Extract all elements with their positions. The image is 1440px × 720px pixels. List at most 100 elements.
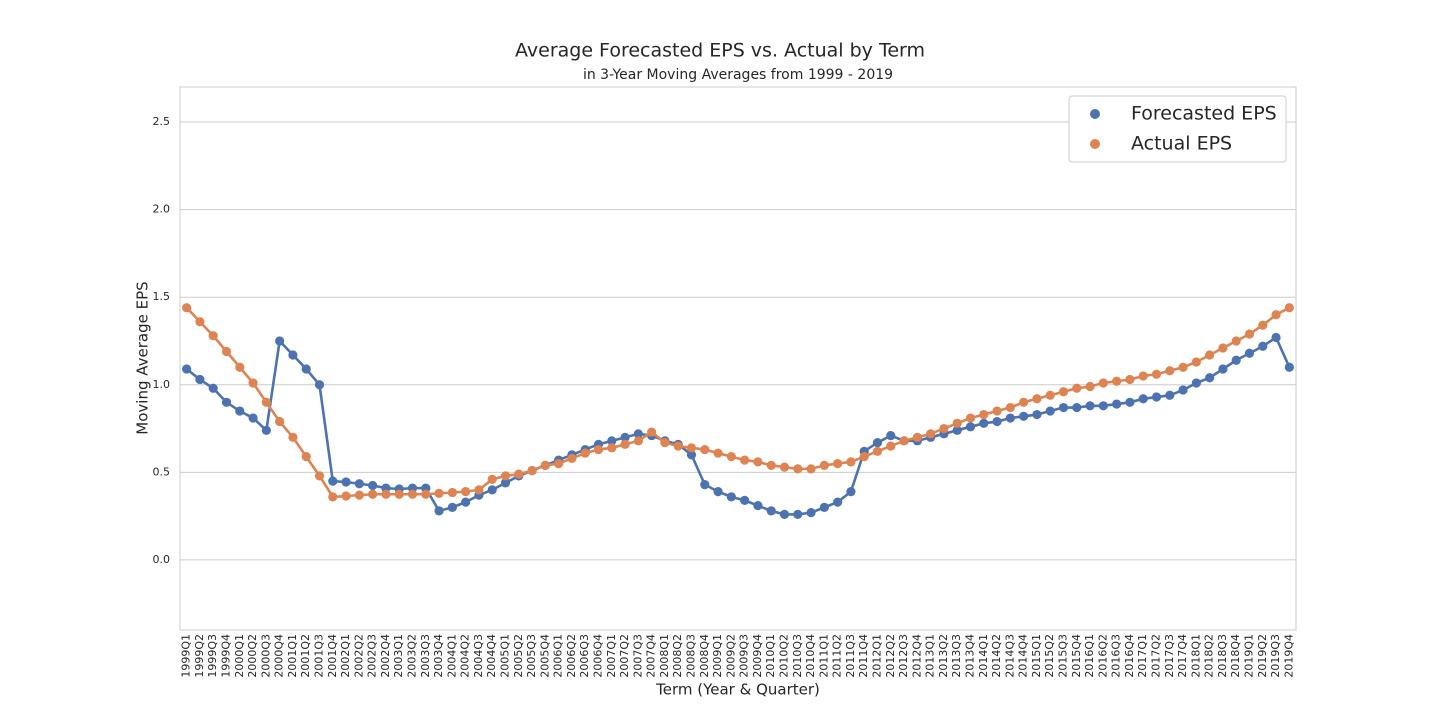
x-tick-label: 2001Q4 — [326, 634, 339, 678]
data-point — [686, 443, 697, 453]
legend: Forecasted EPS Actual EPS — [1068, 95, 1287, 163]
data-point — [261, 425, 271, 435]
x-axis-label: Term (Year & Quarter) — [655, 681, 820, 699]
x-tick-label: 2004Q2 — [459, 634, 472, 678]
data-point — [819, 502, 829, 512]
data-point — [407, 489, 418, 499]
data-point — [1019, 411, 1029, 421]
data-point — [1058, 402, 1069, 413]
data-point — [1032, 394, 1042, 404]
x-tick-label: 2008Q3 — [685, 634, 698, 678]
plot-frame — [179, 86, 1297, 631]
data-point — [607, 443, 617, 453]
data-point — [221, 346, 232, 357]
x-tick-label: 2002Q4 — [379, 634, 392, 678]
data-point — [1231, 355, 1241, 365]
x-tick-label: 2008Q1 — [658, 634, 671, 678]
x-tick-label: 2004Q3 — [472, 634, 485, 678]
data-point — [1151, 369, 1162, 379]
data-point — [261, 397, 271, 407]
x-tick-label: 2011Q3 — [844, 634, 857, 678]
data-point — [647, 427, 657, 437]
x-tick-label: 2005Q2 — [512, 634, 525, 678]
data-point — [235, 362, 245, 372]
chart-subtitle: in 3-Year Moving Averages from 1999 - 20… — [583, 67, 893, 83]
legend-marker — [1090, 139, 1100, 149]
data-point — [195, 374, 205, 385]
data-point — [221, 397, 232, 407]
x-tick-label: 2019Q4 — [1282, 634, 1295, 678]
x-tick-label: 2010Q3 — [791, 634, 804, 678]
data-point — [660, 437, 670, 448]
grid: 0.0 0.5 1.0 1.5 2.0 2.5 1999Q1 1999Q2 1999Q3 1999… — [153, 115, 1296, 678]
x-tick-label: 2011Q4 — [857, 634, 870, 678]
data-point — [1244, 329, 1255, 339]
y-tick-label: 2.0 — [153, 203, 171, 216]
data-point — [182, 303, 192, 313]
data-point — [301, 451, 311, 462]
x-tick-label: 2014Q4 — [1017, 634, 1030, 678]
x-tick-label: 2017Q4 — [1176, 634, 1189, 678]
data-point — [248, 378, 258, 388]
x-tick-label: 2000Q4 — [273, 634, 286, 678]
data-point — [1284, 303, 1294, 313]
data-point — [554, 458, 564, 469]
data-point — [275, 336, 285, 346]
data-point — [354, 490, 364, 500]
data-point — [1005, 402, 1015, 413]
data-point — [859, 451, 869, 462]
x-tick-label: 1999Q3 — [206, 634, 219, 678]
x-tick-label: 2013Q1 — [924, 634, 937, 678]
x-tick-label: 2013Q4 — [964, 634, 977, 678]
data-point — [992, 416, 1002, 427]
data-point — [447, 502, 457, 512]
data-point — [779, 462, 790, 472]
x-tick-label: 2016Q4 — [1123, 634, 1136, 678]
data-point — [979, 418, 989, 428]
data-point — [461, 497, 471, 507]
x-tick-label: 2015Q3 — [1057, 634, 1070, 678]
legend-label: Actual EPS — [1131, 133, 1232, 155]
data-point — [965, 422, 976, 432]
data-point — [447, 487, 457, 498]
x-tick-label: 2001Q1 — [286, 634, 299, 678]
x-tick-label: 2013Q2 — [937, 634, 950, 678]
x-tick-label: 2006Q3 — [578, 634, 591, 678]
x-tick-label: 2006Q1 — [552, 634, 565, 678]
x-tick-label: 2002Q3 — [366, 634, 379, 678]
data-point — [580, 448, 590, 458]
data-point — [753, 501, 763, 511]
data-point — [195, 317, 205, 327]
data-point — [992, 406, 1002, 416]
data-point — [208, 331, 218, 341]
data-point — [182, 364, 192, 374]
legend-marker — [1090, 109, 1100, 119]
data-point — [1218, 364, 1228, 374]
x-tick-label: 2000Q3 — [259, 634, 272, 678]
x-tick-label: 2017Q1 — [1136, 634, 1149, 678]
data-point — [1151, 392, 1162, 402]
x-tick-label: 2010Q2 — [778, 634, 791, 678]
data-point — [235, 406, 245, 416]
x-tick-label: 2014Q2 — [990, 634, 1003, 678]
data-point — [1005, 413, 1015, 423]
data-point — [368, 480, 378, 491]
x-tick-label: 2007Q3 — [631, 634, 644, 678]
data-point — [700, 444, 710, 455]
y-tick-label: 1.0 — [153, 378, 171, 391]
data-point — [434, 506, 444, 516]
chart-title: Average Forecasted EPS vs. Actual by Ter… — [515, 40, 925, 62]
data-point — [1231, 336, 1241, 346]
data-point — [1244, 348, 1255, 358]
data-point — [833, 497, 843, 507]
data-point — [846, 487, 856, 497]
data-point — [726, 451, 736, 462]
x-tick-label: 2003Q3 — [419, 634, 432, 678]
data-point — [926, 429, 936, 439]
data-point — [314, 380, 325, 390]
data-point — [1112, 399, 1122, 409]
data-point — [275, 416, 285, 427]
data-point — [726, 492, 736, 502]
data-point — [673, 441, 683, 451]
y-tick-label: 1.5 — [153, 290, 171, 303]
